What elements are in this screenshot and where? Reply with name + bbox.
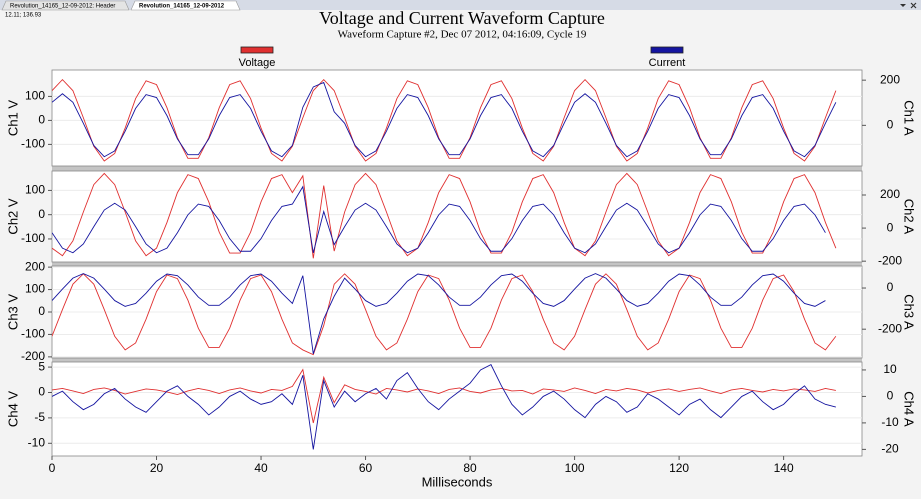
x-axis-label: Milliseconds [422,474,493,489]
legend-label: Voltage [239,57,276,69]
y-tick-label: 100 [25,183,45,197]
y-tick-label: 5 [38,359,45,373]
y2-tick-label: 200 [880,187,900,201]
panel-separator [52,262,862,266]
x-tick-label: 20 [150,461,164,475]
y-tick-label: 100 [25,282,45,296]
y-tick-label: -5 [34,410,45,424]
y-tick-label: -100 [21,231,45,245]
y2-tick-label: -200 [878,253,902,267]
y-tick-label: -10 [28,435,46,449]
x-tick-label: 120 [669,461,689,475]
x-tick-label: 60 [359,461,373,475]
panel-separator [52,358,862,362]
y-tick-label: 0 [38,304,45,318]
y-axis-label: Ch1 V [5,100,20,136]
y-axis-label: Ch2 V [5,198,20,234]
close-icon[interactable] [910,2,917,9]
y-tick-label: 100 [25,89,45,103]
tab-label: Revolution_14165_12-09-2012 [139,4,225,10]
panel-separator [52,166,862,171]
x-tick-label: 40 [254,461,268,475]
y2-tick-label: 0 [887,220,894,234]
plot-area [51,361,863,457]
x-tick-label: 0 [49,461,56,475]
tab-bar [0,0,921,10]
legend-swatch [240,46,274,54]
series-line [52,368,836,424]
y2-axis-label: Ch4 A [902,391,917,427]
y-tick-label: 0 [38,207,45,221]
y2-tick-label: 0 [887,280,894,294]
plot-area [51,170,863,263]
y2-tick-label: -200 [878,321,902,335]
y2-tick-label: 0 [887,118,894,132]
series-line [52,78,837,162]
y-tick-label: -100 [21,137,45,151]
plot-area [51,69,863,167]
y2-tick-label: -10 [881,415,899,429]
y2-axis-label: Ch2 A [902,199,917,235]
y2-axis-label: Ch1 A [902,100,917,136]
tab-active[interactable] [130,0,241,11]
x-tick-label: 100 [565,461,585,475]
series-line [52,172,837,259]
y-tick-label: -100 [21,327,45,341]
series-line [52,273,826,355]
y2-tick-label: 10 [883,362,897,376]
cursor-readout: 12.11; 136.93 [5,13,42,19]
y-tick-label: -200 [21,349,45,363]
y-tick-label: 0 [38,113,45,127]
y2-tick-label: 0 [887,389,894,403]
dropdown-icon[interactable] [900,4,906,7]
tab-label: Revolution_14165_12-09-2012: Header [10,4,115,10]
x-tick-label: 80 [463,461,477,475]
y-tick-label: 200 [25,259,45,273]
y-axis-label: Ch3 V [5,294,20,330]
series-line [52,185,826,254]
y2-tick-label: -20 [881,442,899,456]
x-tick-label: 140 [774,461,794,475]
y2-axis-label: Ch3 A [902,294,917,330]
y-axis-label: Ch4 V [5,391,20,427]
y-tick-label: 0 [38,385,45,399]
y2-tick-label: 200 [880,72,900,86]
tab[interactable] [1,0,130,11]
series-line [52,273,837,356]
legend-swatch [650,46,684,54]
chart-title: Voltage and Current Waveform Capture [319,8,605,28]
chart-subtitle: Waveform Capture #2, Dec 07 2012, 04:16:… [338,29,587,41]
series-line [52,81,837,158]
legend-label: Current [649,57,686,69]
series-line [52,364,836,450]
